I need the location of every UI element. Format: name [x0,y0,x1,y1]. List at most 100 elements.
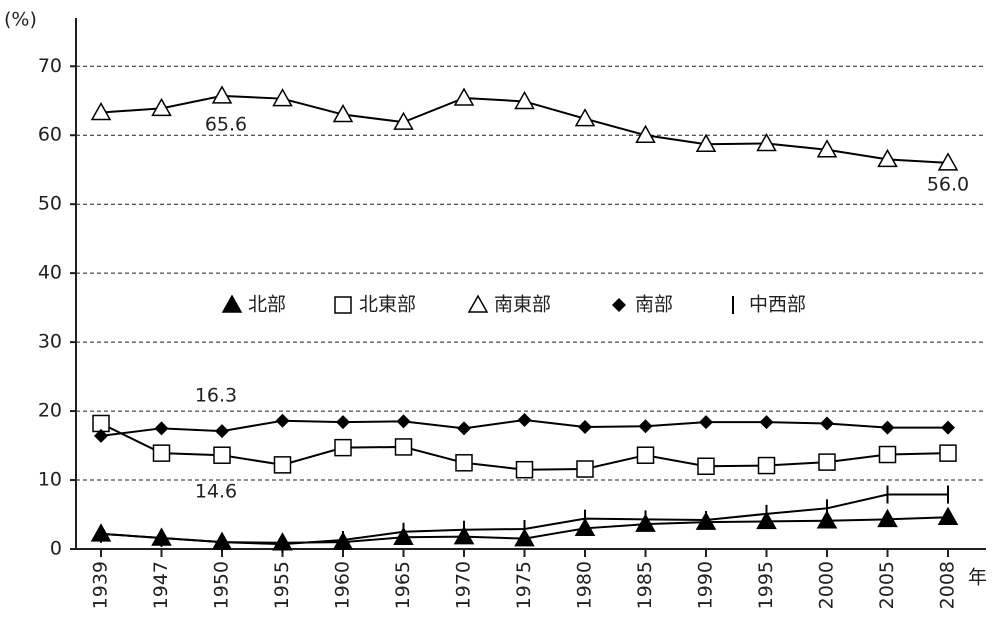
marker [880,420,895,435]
marker [816,139,838,158]
marker [820,416,834,431]
series [94,413,955,443]
legend-label: 北部 [248,294,286,316]
legend-marker [334,296,352,314]
annotation: 56.0 [927,174,969,196]
x-tick-label: 2000 [816,561,838,609]
marker [517,413,532,428]
x-tick-label: 1947 [150,561,172,609]
x-tick-label: 1965 [392,561,414,609]
series [92,414,957,479]
x-tick-label: 1990 [695,561,717,609]
x-tick-label: 1960 [332,561,354,609]
series [90,506,959,551]
legend-label: 南部 [635,294,673,316]
y-tick-label: 50 [38,193,62,215]
marker [818,453,836,471]
y-tick-label: 40 [38,262,62,284]
marker [154,421,169,436]
marker [574,517,596,537]
marker [90,101,112,121]
marker [152,444,171,462]
marker [941,420,955,435]
y-tick-label: 10 [38,469,62,491]
marker [756,510,777,530]
marker [215,424,229,439]
marker [635,513,656,532]
marker [638,419,653,434]
x-tick-label: 1975 [513,561,535,609]
marker [273,456,292,474]
marker [636,446,655,464]
y-tick-label: 30 [38,331,62,353]
x-unit-label: 年 [968,567,987,589]
x-tick-label: 1939 [90,561,112,609]
legend-label: 北東部 [359,294,416,316]
marker [759,415,774,430]
marker [877,508,898,528]
y-tick-label: 70 [38,55,62,77]
x-tick-label: 1955 [271,561,293,609]
marker [699,415,713,430]
marker [937,506,959,526]
annotation: 16.3 [195,385,237,407]
legend-marker [467,294,489,313]
y-tick-label: 0 [50,538,62,560]
marker [877,148,898,168]
legend-item: 北東部 [334,294,416,316]
marker [937,152,959,171]
marker [695,511,717,530]
legend-item: 北部 [221,294,286,316]
marker [332,531,354,550]
marker [332,104,354,123]
marker [90,523,112,542]
y-tick-label: 20 [38,400,62,422]
y-unit-label: (%) [4,9,37,31]
y-tick-label: 60 [38,124,62,146]
annotation: 65.6 [205,114,247,136]
marker [514,90,535,110]
legend-marker [221,294,243,313]
marker [455,454,473,472]
marker [695,133,717,152]
marker [578,419,592,434]
marker [697,457,715,475]
marker [394,438,413,456]
marker [939,444,957,462]
marker [396,414,411,429]
x-tick-label: 1970 [453,561,475,609]
marker [574,108,596,127]
marker [453,526,475,545]
x-tick-label: 1950 [211,561,233,609]
annotation: 14.6 [195,481,237,503]
marker [151,97,172,117]
legend-label: 中西部 [749,294,806,316]
marker [272,532,293,551]
legend-item: 中西部 [732,294,806,316]
x-tick-label: 2008 [937,561,959,609]
marker [213,446,231,464]
marker [151,527,172,546]
marker [514,528,535,547]
legend-label: 南東部 [494,294,551,316]
marker [393,111,414,130]
x-tick-label: 1985 [634,561,656,609]
x-tick-label: 1995 [755,561,777,609]
marker [275,413,290,428]
marker [211,531,233,550]
marker [453,87,475,106]
marker [211,85,233,104]
series [90,85,959,171]
marker [515,460,534,479]
marker [94,428,108,443]
marker [336,415,350,430]
marker [272,88,293,107]
marker [334,438,352,457]
marker [457,421,471,436]
x-tick-label: 1980 [574,561,596,609]
x-tick-label: 2005 [876,561,898,609]
legend-item: 南部 [612,294,673,316]
marker [393,526,414,546]
marker [878,445,897,464]
